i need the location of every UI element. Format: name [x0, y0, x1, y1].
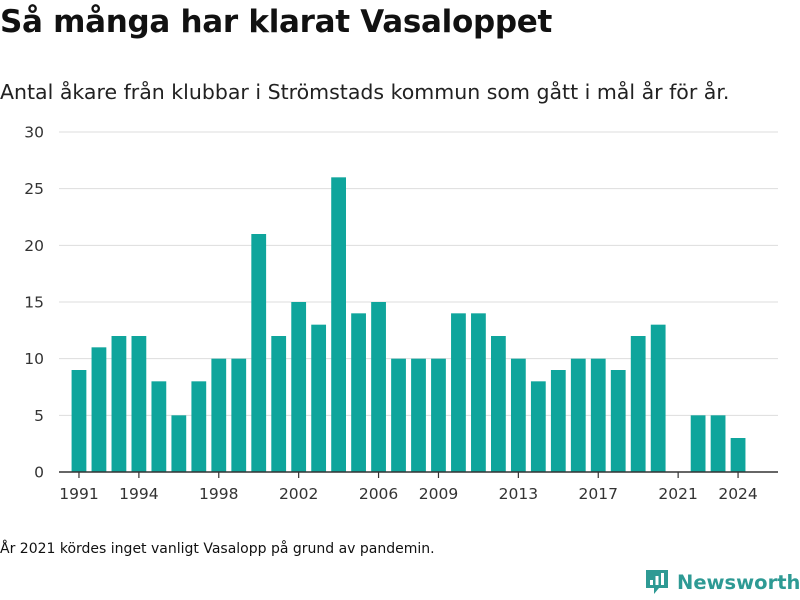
- bar-2011: [471, 313, 486, 472]
- bar-2024: [730, 438, 746, 472]
- bars: [71, 177, 746, 472]
- bar-2012: [491, 336, 506, 472]
- bar-1997: [191, 381, 207, 472]
- x-tick-label-2006: 2006: [359, 485, 398, 503]
- x-tick-label-1991: 1991: [59, 485, 98, 503]
- bar-2001: [271, 336, 287, 472]
- bar-2015: [550, 370, 566, 472]
- brand-logo: Newsworthy: [644, 568, 800, 596]
- bar-1995: [151, 381, 167, 472]
- bar-1992: [91, 347, 107, 472]
- newsworthy-bar-chart-icon: [646, 570, 668, 594]
- y-tick-label-15: 15: [24, 294, 44, 312]
- bar-1999: [231, 358, 247, 472]
- x-tick-label-2013: 2013: [499, 485, 538, 503]
- bar-2019: [630, 336, 646, 472]
- chart-subtitle: Antal åkare från klubbar i Strömstads ko…: [0, 80, 730, 104]
- brand-name: Newsworthy: [677, 570, 800, 594]
- axes: 0 5 10 15 20 25 30 1991 1994 1998 2002 2006 2009 2013…: [24, 124, 778, 503]
- chart-title: Så många har klarat Vasaloppet: [0, 4, 553, 40]
- bar-2006: [371, 302, 386, 472]
- x-tick-label-2002: 2002: [279, 485, 318, 503]
- x-tick-label-1998: 1998: [199, 485, 238, 503]
- bar-1993: [111, 336, 127, 472]
- bar-1994: [131, 336, 147, 472]
- x-tick-label-1994: 1994: [119, 485, 158, 503]
- y-tick-label-25: 25: [24, 180, 44, 198]
- footnote: År 2021 kördes inget vanligt Vasalopp på…: [0, 541, 435, 557]
- bar-2010: [451, 313, 466, 472]
- y-tick-label-5: 5: [34, 407, 44, 425]
- bar-2022: [690, 415, 706, 472]
- bar-2002: [291, 302, 307, 472]
- bar-2009: [431, 358, 446, 472]
- bar-2018: [610, 370, 626, 472]
- bar-1996: [171, 415, 187, 472]
- bar-2000: [251, 234, 267, 472]
- bar-1991: [71, 370, 87, 472]
- y-tick-label-0: 0: [34, 464, 44, 482]
- bar-2014: [530, 381, 546, 472]
- bar-2013: [510, 358, 526, 472]
- bar-2007: [391, 358, 406, 472]
- x-tick-label-2017: 2017: [579, 485, 618, 503]
- bar-2020: [650, 324, 666, 472]
- y-tick-label-20: 20: [24, 237, 44, 255]
- bar-2008: [411, 358, 426, 472]
- bar-2017: [590, 358, 606, 472]
- bar-2003: [311, 324, 327, 472]
- bar-2004: [331, 177, 346, 472]
- bar-2023: [710, 415, 726, 472]
- bar-2016: [570, 358, 586, 472]
- y-tick-label-10: 10: [24, 350, 44, 368]
- bar-1998: [211, 358, 227, 472]
- y-tick-label-30: 30: [24, 124, 44, 142]
- x-tick-label-2009: 2009: [419, 485, 458, 503]
- x-tick-label-2024: 2024: [718, 485, 757, 503]
- bar-2005: [351, 313, 366, 472]
- x-tick-label-2021: 2021: [658, 485, 697, 503]
